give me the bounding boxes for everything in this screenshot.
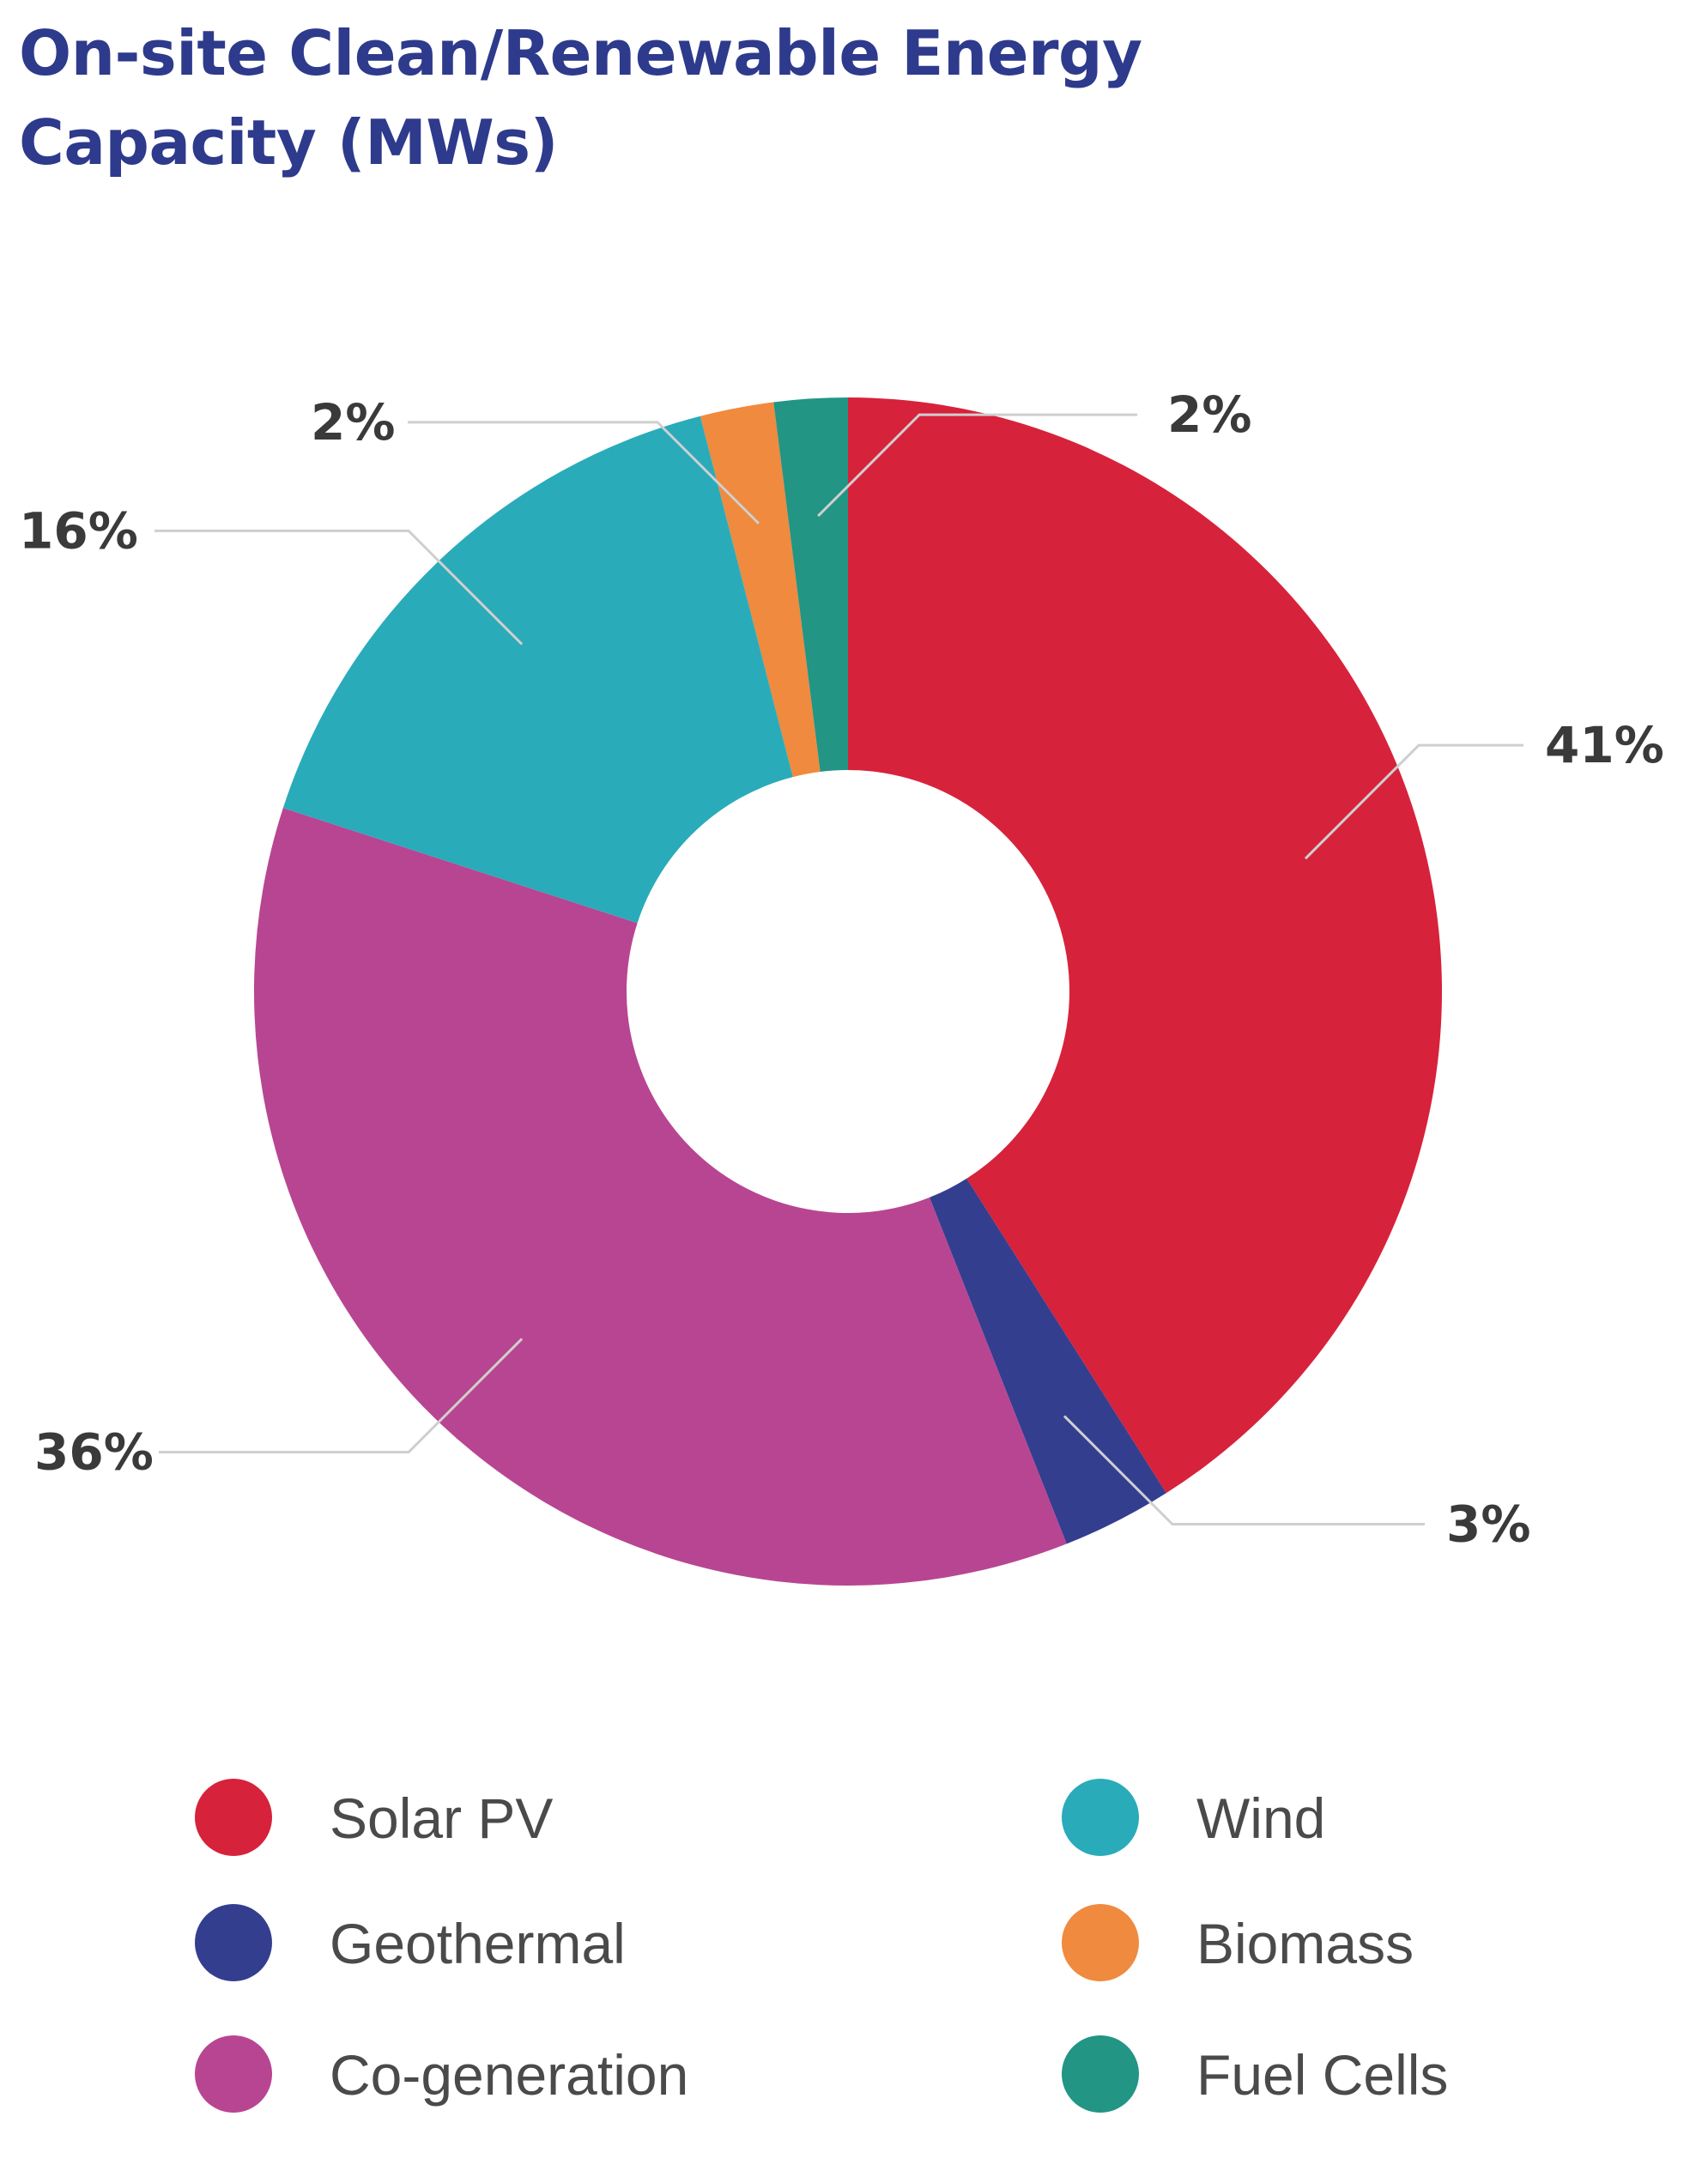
chart-title: On-site Clean/Renewable Energy Capacity … [19, 9, 1306, 187]
legend-label-fuel-cells: Fuel Cells [1196, 2043, 1448, 2107]
slice-geothermal [929, 1178, 1166, 1544]
percent-label-geothermal: 3% [1446, 1495, 1530, 1554]
legend-label-wind: Wind [1196, 1786, 1325, 1850]
legend-swatch-fuel-cells [1062, 2035, 1139, 2113]
legend-swatch-wind [1062, 1779, 1139, 1856]
leader-line-wind [154, 529, 524, 646]
leader-lines [154, 413, 1523, 1526]
leader-line-geothermal [1063, 1415, 1425, 1526]
percent-label-fuel-cells: 2% [1167, 385, 1251, 444]
slice-fuel-cells [773, 397, 848, 773]
legend-label-co-generation: Co-generation [330, 2043, 688, 2107]
legend: Solar PV Wind Geothermal Biomass Co-generati… [195, 1779, 1448, 2113]
legend-label-solar-pv: Solar PV [330, 1786, 553, 1850]
slice-wind [282, 415, 793, 924]
chart-title-line-2: Capacity (MWs) [19, 106, 559, 179]
leader-line-fuel-cells [817, 413, 1137, 518]
leader-line-co-generation [159, 1337, 524, 1454]
percent-label-solar-pv: 41% [1545, 716, 1664, 774]
percent-label-biomass: 2% [311, 393, 395, 452]
percent-labels: 41% 3% 36% 16% 2% 2% [19, 385, 1664, 1553]
percent-label-co-generation: 36% [34, 1423, 154, 1482]
legend-swatch-solar-pv [195, 1779, 272, 1856]
legend-swatch-co-generation [195, 2035, 272, 2113]
legend-label-biomass: Biomass [1196, 1912, 1414, 1975]
leader-line-solar-pv [1304, 743, 1523, 860]
legend-label-geothermal: Geothermal [330, 1912, 626, 1975]
legend-swatch-biomass [1062, 1904, 1139, 1981]
percent-label-wind: 16% [19, 501, 138, 560]
slice-solar-pv [848, 397, 1442, 1494]
chart-title-line-1: On-site Clean/Renewable Energy [19, 17, 1142, 89]
donut-slices [254, 397, 1442, 1586]
leader-line-biomass [408, 421, 760, 525]
legend-swatch-geothermal [195, 1904, 272, 1981]
slice-co-generation [254, 808, 1067, 1586]
